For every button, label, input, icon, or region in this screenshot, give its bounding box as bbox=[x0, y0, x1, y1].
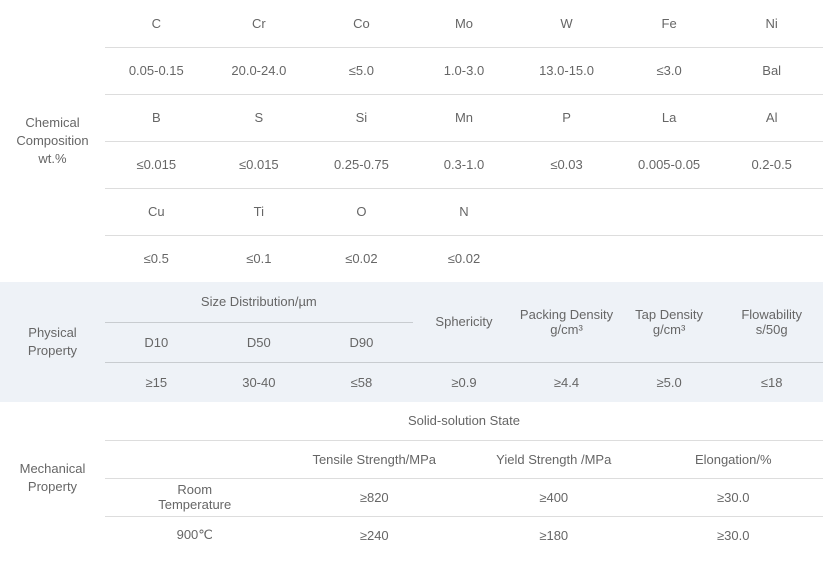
chem-val bbox=[618, 235, 721, 282]
chem-el: S bbox=[208, 94, 311, 141]
chem-el: P bbox=[515, 94, 618, 141]
mech-val: ≥820 bbox=[285, 478, 465, 516]
phys-label-1: Physical bbox=[28, 325, 76, 340]
size-sub: D50 bbox=[208, 322, 311, 362]
chem-val: ≤0.015 bbox=[105, 141, 208, 188]
phys-val: ≤58 bbox=[310, 362, 413, 402]
mech-label-1: Mechanical bbox=[20, 461, 86, 476]
chem-el: W bbox=[515, 0, 618, 47]
chem-val: 0.2-0.5 bbox=[720, 141, 823, 188]
mech-col-label: Yield Strength /MPa bbox=[464, 440, 644, 478]
chem-el: Cu bbox=[105, 188, 208, 235]
chem-el: N bbox=[413, 188, 516, 235]
chem-val: 1.0-3.0 bbox=[413, 47, 516, 94]
chem-el: La bbox=[618, 94, 721, 141]
chem-el: C bbox=[105, 0, 208, 47]
chem-label-3: wt.% bbox=[38, 151, 66, 166]
mech-val: ≥30.0 bbox=[644, 516, 823, 554]
state-label: Solid-solution State bbox=[105, 402, 823, 440]
physical-property-table: Physical Property Size Distribution/µm S… bbox=[0, 282, 823, 402]
chem-el: Co bbox=[310, 0, 413, 47]
chem-val: ≤0.015 bbox=[208, 141, 311, 188]
chem-val: 0.005-0.05 bbox=[618, 141, 721, 188]
chem-el: Ni bbox=[720, 0, 823, 47]
chem-el: Si bbox=[310, 94, 413, 141]
mech-val: ≥400 bbox=[464, 478, 644, 516]
packing-density-label: Packing Density g/cm³ bbox=[515, 282, 618, 362]
chem-el: Fe bbox=[618, 0, 721, 47]
mech-col-blank bbox=[105, 440, 285, 478]
chem-val: ≤0.1 bbox=[208, 235, 311, 282]
chem-val: ≤0.5 bbox=[105, 235, 208, 282]
phys-val: ≥5.0 bbox=[618, 362, 721, 402]
chem-el bbox=[720, 188, 823, 235]
tap-density-label: Tap Density g/cm³ bbox=[618, 282, 721, 362]
chem-val: ≤0.02 bbox=[310, 235, 413, 282]
chem-val: ≤0.02 bbox=[413, 235, 516, 282]
chem-val: ≤3.0 bbox=[618, 47, 721, 94]
mech-label-2: Property bbox=[28, 479, 77, 494]
chem-el bbox=[618, 188, 721, 235]
chem-val bbox=[515, 235, 618, 282]
chem-val: 0.25-0.75 bbox=[310, 141, 413, 188]
chem-el: Mo bbox=[413, 0, 516, 47]
chem-el: Cr bbox=[208, 0, 311, 47]
size-sub: D90 bbox=[310, 322, 413, 362]
chem-val: 13.0-15.0 bbox=[515, 47, 618, 94]
mech-val: ≥30.0 bbox=[644, 478, 823, 516]
phys-val: ≥4.4 bbox=[515, 362, 618, 402]
phys-val: 30-40 bbox=[208, 362, 311, 402]
chemical-composition-table: Chemical Composition wt.% C Cr Co Mo W F… bbox=[0, 0, 823, 282]
chem-val: 20.0-24.0 bbox=[208, 47, 311, 94]
chem-val: ≤0.03 bbox=[515, 141, 618, 188]
chem-el: Ti bbox=[208, 188, 311, 235]
mechanical-property-table: Mechanical Property Solid-solution State… bbox=[0, 402, 823, 554]
mech-temp: Room Temperature bbox=[105, 478, 285, 516]
chem-val: Bal bbox=[720, 47, 823, 94]
phys-val: ≥15 bbox=[105, 362, 208, 402]
chem-label-1: Chemical bbox=[25, 115, 79, 130]
sphericity-label: Sphericity bbox=[413, 282, 516, 362]
phys-val: ≥0.9 bbox=[413, 362, 516, 402]
chem-label-2: Composition bbox=[16, 133, 88, 148]
chem-el: Al bbox=[720, 94, 823, 141]
chem-val: 0.05-0.15 bbox=[105, 47, 208, 94]
mech-val: ≥180 bbox=[464, 516, 644, 554]
mech-val: ≥240 bbox=[285, 516, 465, 554]
chemical-section-label: Chemical Composition wt.% bbox=[0, 0, 105, 282]
mech-col-label: Tensile Strength/MPa bbox=[285, 440, 465, 478]
chem-val bbox=[720, 235, 823, 282]
chem-val: ≤5.0 bbox=[310, 47, 413, 94]
physical-section-label: Physical Property bbox=[0, 282, 105, 402]
chem-val: 0.3-1.0 bbox=[413, 141, 516, 188]
chem-el: O bbox=[310, 188, 413, 235]
chem-el: B bbox=[105, 94, 208, 141]
phys-val: ≤18 bbox=[720, 362, 823, 402]
chem-el: Mn bbox=[413, 94, 516, 141]
mech-temp: 900℃ bbox=[105, 516, 285, 554]
mechanical-section-label: Mechanical Property bbox=[0, 402, 105, 554]
flowability-label: Flowability s/50g bbox=[720, 282, 823, 362]
chem-el bbox=[515, 188, 618, 235]
mech-col-label: Elongation/% bbox=[644, 440, 823, 478]
size-sub: D10 bbox=[105, 322, 208, 362]
size-dist-label: Size Distribution/µm bbox=[105, 282, 413, 322]
phys-label-2: Property bbox=[28, 343, 77, 358]
